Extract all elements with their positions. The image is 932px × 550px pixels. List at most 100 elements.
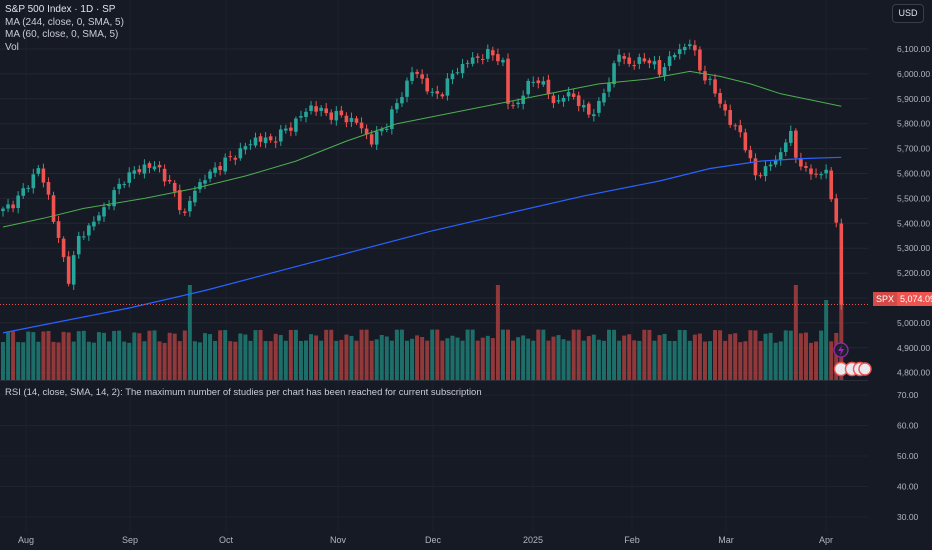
candle-body [284,128,288,131]
candle-body [289,127,293,131]
candle-body [415,71,419,74]
candle-body [6,204,10,209]
candle-body [768,164,773,167]
volume-bar [76,331,81,380]
volume-bar [672,341,677,380]
candle-body [359,122,364,129]
volume-bar [647,329,652,380]
volume-bar [172,333,177,380]
volume-bar [420,336,425,380]
volume-bar [248,340,253,380]
volume-bar [591,334,596,380]
candle-body [152,166,157,170]
candle-body [778,152,783,161]
volume-bar [96,332,101,380]
candle-body [738,125,743,133]
study-ma60[interactable]: MA (60, close, 0, SMA, 5) [5,29,119,40]
candle-body [824,169,828,174]
candle-body [743,132,748,151]
volume-bar [71,341,76,380]
volume-bar [788,330,793,380]
volume-bar [723,340,728,380]
candle-body [602,93,606,103]
volume-bar [142,341,147,380]
volume-bar [511,340,516,380]
volume-bar [344,334,349,380]
rsi-tick-label: 30.00 [897,512,919,522]
volume-bar [86,341,91,380]
volume-bar [349,335,354,380]
candle-body [208,171,212,179]
volume-bar [728,334,733,380]
volume-bar [203,333,207,380]
price-tick-label: 5,900.00 [897,94,930,104]
volume-bar [359,329,364,380]
candle-body [809,168,813,175]
volume-bar [778,341,783,380]
volume-bar [521,335,526,380]
candle-body [253,137,258,146]
volume-bar [268,341,273,380]
volume-bar [829,341,834,380]
volume-bar [107,341,112,380]
volume-bar [283,340,288,380]
symbol-title[interactable]: S&P 500 Index · 1D · SP [5,4,116,15]
volume-bar [596,339,601,380]
volume-bar [536,329,541,380]
price-tick-label: 5,000.00 [897,318,930,328]
volume-bar [66,332,71,380]
candle-body [243,146,248,150]
candle-body [819,174,823,176]
volume-bar [293,329,298,380]
candle-body [71,255,76,285]
candle-body [410,72,414,81]
volume-bar [743,341,748,380]
volume-bar [152,330,157,380]
candle-body [597,100,601,113]
study-ma244[interactable]: MA (244, close, 0, SMA, 5) [5,16,124,28]
study-volume[interactable]: Vol [5,41,19,53]
candle-body [496,54,500,62]
candle-body [526,80,530,95]
candle-body [76,235,81,255]
volume-bar [389,340,394,380]
volume-bar [16,342,21,380]
candle-body [491,50,495,56]
candle-body [693,45,697,51]
volume-bar [662,333,667,380]
candle-body [470,57,475,64]
price-tag-symbol: SPX [873,292,898,306]
volume-bar [642,329,647,380]
volume-bar [809,342,813,380]
volume-bar [56,342,61,380]
volume-bar [531,340,536,380]
candle-body [193,190,197,203]
volume-bar [122,341,127,380]
volume-bar [309,334,314,380]
candle-body [662,67,667,76]
volume-bar [622,335,627,380]
volume-bar [415,335,420,380]
volume-bar [455,337,460,380]
currency-button[interactable]: USD [892,4,924,23]
candle-body [536,80,541,84]
candle-body [703,71,707,81]
candle-body [783,142,788,152]
volume-bar [379,334,384,380]
volume-bar [288,329,293,380]
candle-body [344,115,349,123]
candle-body [506,58,510,104]
candle-body [480,58,485,60]
volume-bar [526,338,531,380]
volume-bar [556,335,561,380]
time-tick-label: Oct [219,535,234,545]
volume-bar [399,329,404,380]
candle-body [814,173,818,175]
volume-bar [91,342,96,380]
volume-bar [6,331,11,380]
time-tick-label: Apr [819,535,833,545]
candle-body [137,169,142,173]
candle-body [198,182,202,190]
candle-body [561,97,566,102]
